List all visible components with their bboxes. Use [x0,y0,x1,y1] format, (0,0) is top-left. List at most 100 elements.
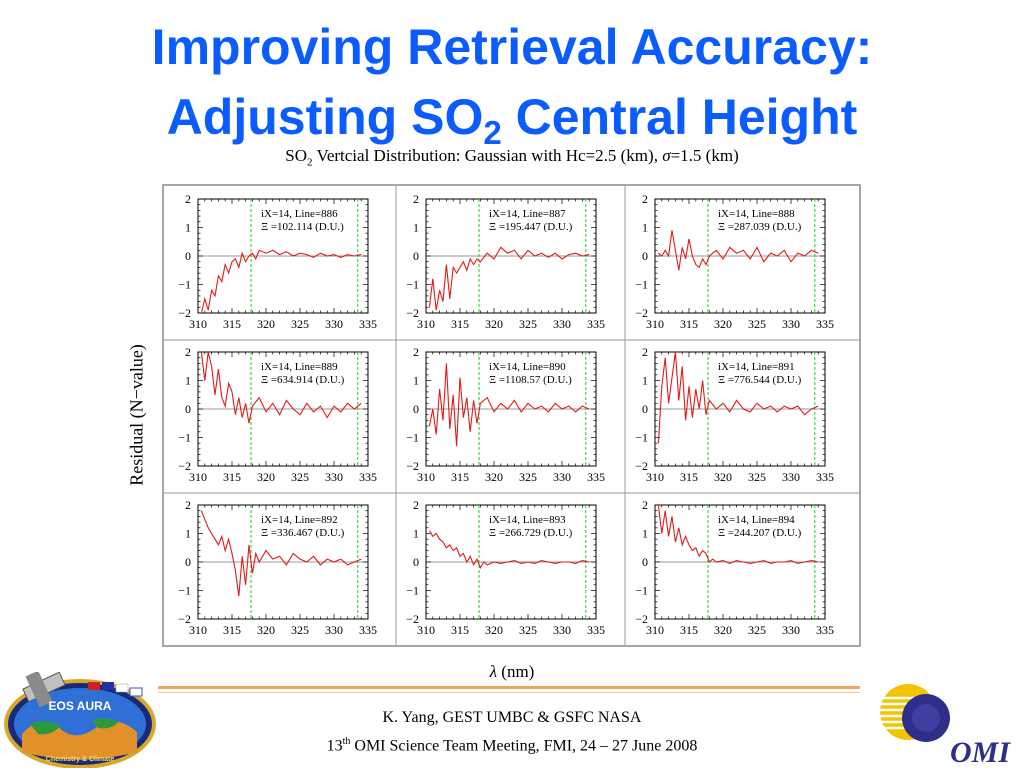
omi-logo: OMI [878,684,1011,768]
panel-5-x-tick-label: 330 [553,470,571,484]
panel-6-x-tick-label: 335 [816,470,834,484]
panel-6-x-tick-label: 325 [748,470,766,484]
panel-7-x-tick-label: 325 [291,623,309,637]
panel-2-x-tick-label: 330 [553,317,571,331]
panel-6-annotation-column: Ξ =776.544 (D.U.) [718,374,802,386]
panel-9-y-tick-label: 1 [642,527,648,541]
panel-4-x-tick-label: 320 [257,470,275,484]
slide-title-line2: Adjusting SO2 Central Height [166,89,858,151]
panel-7-x-tick-label: 315 [223,623,241,637]
panel-8-x-tick-label: 320 [485,623,503,637]
eos-aura-logo-subtext: Chemistry & Climate [46,756,115,763]
panel-5-y-tick-label: 2 [413,345,419,359]
panel-7-y-tick-label: −2 [178,612,191,626]
panel-9-x-tick-label: 335 [816,623,834,637]
panel-2-y-tick-label: 1 [413,221,419,235]
eos-aura-logo-text: EOS AURA [49,699,112,713]
panel-2-x-tick-label: 320 [485,317,503,331]
panel-4-annotation-column: Ξ =634.914 (D.U.) [261,374,345,386]
chart-title: SO2 Vertcial Distribution: Gaussian with… [285,146,739,169]
panel-8-y-tick-label: −1 [406,584,419,598]
panel-2-y-tick-label: −1 [406,278,419,292]
panel-8-x-tick-label: 330 [553,623,571,637]
panel-6-y-tick-label: −2 [635,459,648,473]
panel-7-x-tick-label: 330 [325,623,343,637]
panel-1-annotation-column: Ξ =102.114 (D.U.) [261,221,344,233]
panel-9-x-tick-label: 330 [782,623,800,637]
panel-3-y-tick-label: −2 [635,306,648,320]
panel-1-x-tick-label: 335 [359,317,377,331]
panel-1-y-tick-label: −2 [178,306,191,320]
panel-3-x-tick-label: 325 [748,317,766,331]
panel-4-x-tick-label: 335 [359,470,377,484]
panel-4-y-tick-label: 2 [185,345,191,359]
panel-5-y-tick-label: −2 [406,459,419,473]
panel-1-x-tick-label: 310 [189,317,207,331]
panel-3-x-tick-label: 320 [714,317,732,331]
panel-2-x-tick-label: 335 [587,317,605,331]
panel-9-x-tick-label: 315 [680,623,698,637]
footer-author: K. Yang, GEST UMBC & GSFC NASA [382,709,642,726]
panel-2-residual-series [428,246,590,311]
panel-9-y-tick-label: 2 [642,498,648,512]
panel-8-residual-series [428,530,590,569]
panel-3-residual-series [658,230,819,271]
panel-2-x-tick-label: 310 [417,317,435,331]
panel-1-x-tick-label: 315 [223,317,241,331]
panel-9-y-tick-label: 0 [642,555,648,569]
panel-5-x-tick-label: 320 [485,470,503,484]
panel-6-residual-series [657,351,819,444]
panel-6-y-tick-label: 1 [642,374,648,388]
panel-7-annotation-column: Ξ =336.467 (D.U.) [261,527,345,539]
panel-2-annotation-line: iX=14, Line=887 [489,208,566,220]
panel-3-x-tick-label: 310 [646,317,664,331]
panel-8-y-tick-label: −2 [406,612,419,626]
panel-1-residual-series [200,249,362,314]
panel-2-x-tick-label: 315 [451,317,469,331]
panel-7-x-tick-label: 320 [257,623,275,637]
panel-1-y-tick-label: 2 [185,192,191,206]
omi-logo-text: OMI [950,736,1011,768]
panel-6-y-tick-label: 2 [642,345,648,359]
panel-9-annotation-column: Ξ =244.207 (D.U.) [718,527,802,539]
panel-8-y-tick-label: 0 [413,555,419,569]
panel-9-x-tick-label: 325 [748,623,766,637]
panel-5-x-tick-label: 335 [587,470,605,484]
panel-3-x-tick-label: 335 [816,317,834,331]
panel-7-y-tick-label: 2 [185,498,191,512]
footer-rule [158,686,860,689]
figure-frame [162,184,861,647]
panel-7-annotation-line: iX=14, Line=892 [261,514,338,526]
panel-2-y-tick-label: 2 [413,192,419,206]
panel-4-y-tick-label: 0 [185,402,191,416]
panel-5-x-tick-label: 325 [519,470,537,484]
panel-7-y-tick-label: 0 [185,555,191,569]
panel-4-y-tick-label: 1 [185,374,191,388]
panel-3-y-tick-label: 2 [642,192,648,206]
panel-4-x-tick-label: 325 [291,470,309,484]
panel-7-y-tick-label: −1 [178,584,191,598]
panel-6-annotation-line: iX=14, Line=891 [718,361,795,373]
eos-aura-logo: EOS AURA Chemistry & Climate [4,672,156,768]
panel-3-annotation-column: Ξ =287.039 (D.U.) [718,221,802,233]
panel-4-x-tick-label: 310 [189,470,207,484]
panel-6-x-tick-label: 320 [714,470,732,484]
panel-4-x-tick-label: 315 [223,470,241,484]
footer-rule-thin [158,692,860,693]
panel-4-annotation-line: iX=14, Line=889 [261,361,338,373]
panel-6-x-tick-label: 330 [782,470,800,484]
panel-3-annotation-line: iX=14, Line=888 [718,208,795,220]
panel-5-annotation-column: Ξ =1108.57 (D.U.) [489,374,572,386]
panel-2-y-tick-label: −2 [406,306,419,320]
panel-4-residual-series [200,351,362,424]
panel-5-residual-series [428,363,590,447]
footer-meeting: 13th OMI Science Team Meeting, FMI, 24 –… [326,736,698,755]
panel-4-x-tick-label: 330 [325,470,343,484]
panel-7-residual-series [200,510,362,597]
panel-8-x-tick-label: 310 [417,623,435,637]
panel-6-y-tick-label: −1 [635,431,648,445]
panel-9-x-tick-label: 310 [646,623,664,637]
panel-3-y-tick-label: 1 [642,221,648,235]
panel-1-annotation-line: iX=14, Line=886 [261,208,338,220]
panel-5-y-tick-label: 0 [413,402,419,416]
